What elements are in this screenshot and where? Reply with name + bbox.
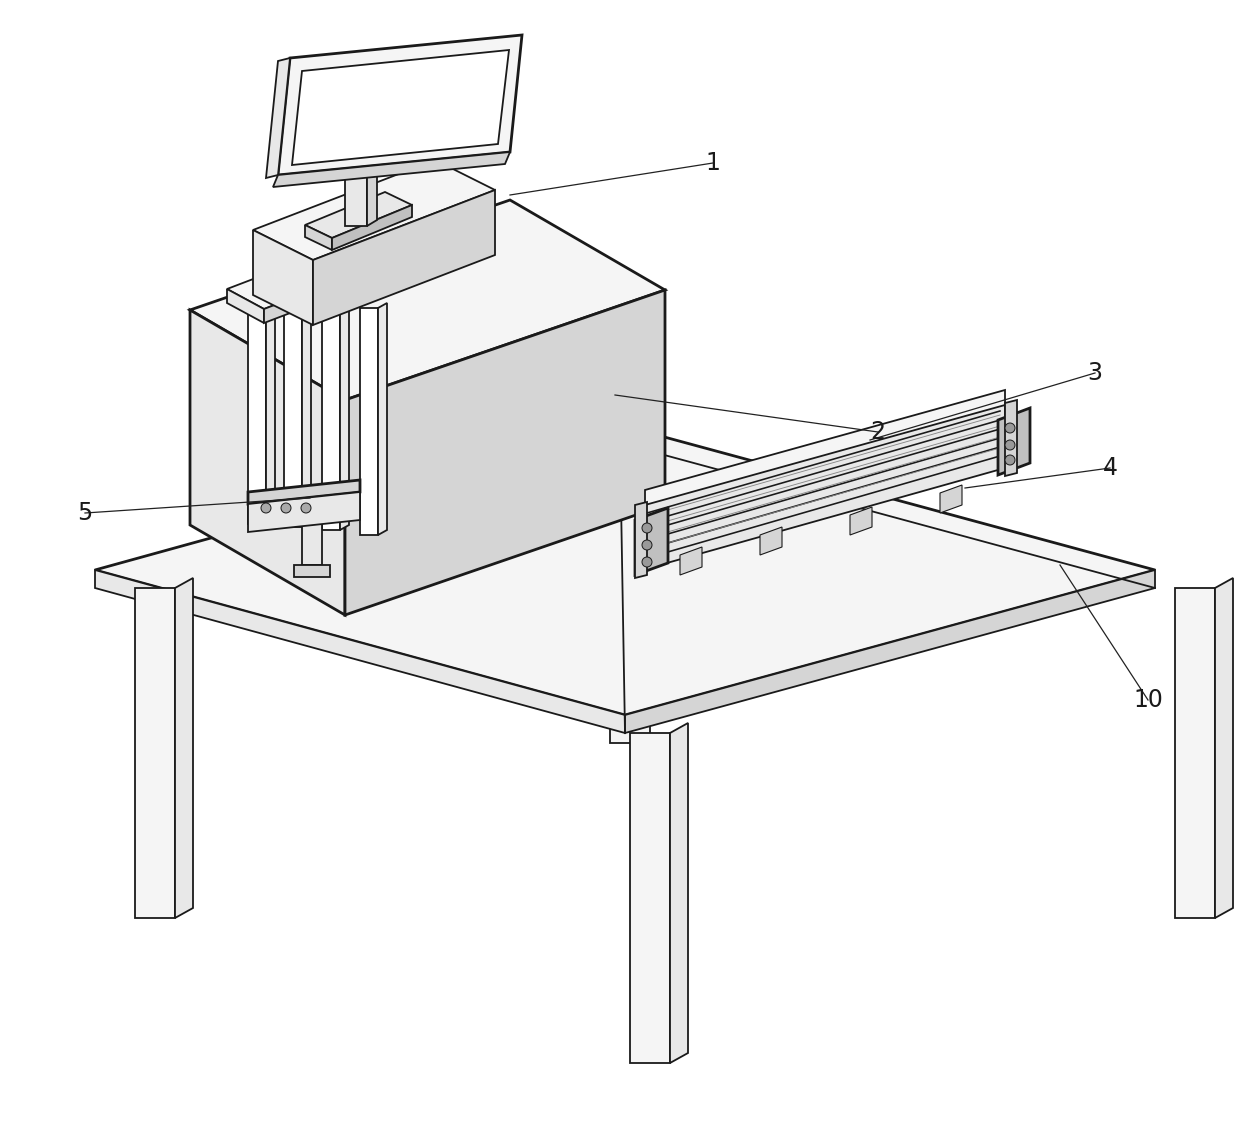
Polygon shape xyxy=(294,565,330,576)
Polygon shape xyxy=(760,527,782,555)
Polygon shape xyxy=(264,222,492,323)
Polygon shape xyxy=(635,508,668,575)
Polygon shape xyxy=(95,570,625,733)
Polygon shape xyxy=(849,507,872,535)
Polygon shape xyxy=(360,308,378,535)
Polygon shape xyxy=(322,303,340,529)
Polygon shape xyxy=(273,152,510,187)
Polygon shape xyxy=(190,201,665,400)
Polygon shape xyxy=(248,295,267,524)
Polygon shape xyxy=(998,408,1030,474)
Polygon shape xyxy=(305,225,332,250)
Polygon shape xyxy=(680,547,702,575)
Polygon shape xyxy=(345,290,665,615)
Circle shape xyxy=(642,540,652,550)
Polygon shape xyxy=(332,205,412,250)
Polygon shape xyxy=(378,303,387,535)
Polygon shape xyxy=(345,175,367,226)
Polygon shape xyxy=(175,578,193,918)
Polygon shape xyxy=(610,444,650,743)
Circle shape xyxy=(301,503,311,513)
Polygon shape xyxy=(303,293,311,527)
Polygon shape xyxy=(95,425,1154,715)
Text: 2: 2 xyxy=(870,419,885,444)
Polygon shape xyxy=(248,492,360,532)
Polygon shape xyxy=(312,190,495,325)
Text: 3: 3 xyxy=(1087,361,1102,385)
Polygon shape xyxy=(630,733,670,1063)
Circle shape xyxy=(281,503,291,513)
Circle shape xyxy=(260,503,272,513)
Polygon shape xyxy=(645,390,1004,505)
Text: 5: 5 xyxy=(77,501,93,525)
Polygon shape xyxy=(340,297,348,529)
Polygon shape xyxy=(248,480,360,504)
Polygon shape xyxy=(635,502,647,578)
Circle shape xyxy=(642,523,652,533)
Polygon shape xyxy=(625,570,1154,733)
Polygon shape xyxy=(284,298,303,527)
Polygon shape xyxy=(303,520,322,565)
Polygon shape xyxy=(267,290,275,524)
Circle shape xyxy=(642,557,652,567)
Polygon shape xyxy=(305,193,412,238)
Text: 10: 10 xyxy=(1133,688,1163,712)
Text: 1: 1 xyxy=(706,151,720,175)
Circle shape xyxy=(1004,423,1016,433)
Polygon shape xyxy=(267,58,290,178)
Polygon shape xyxy=(253,160,495,260)
Polygon shape xyxy=(291,50,508,165)
Polygon shape xyxy=(670,723,688,1063)
Polygon shape xyxy=(1215,578,1233,918)
Text: 4: 4 xyxy=(1102,456,1117,480)
Polygon shape xyxy=(278,36,522,175)
Polygon shape xyxy=(253,230,312,325)
Polygon shape xyxy=(227,289,264,323)
Polygon shape xyxy=(135,588,175,918)
Polygon shape xyxy=(367,168,377,226)
Polygon shape xyxy=(1176,588,1215,918)
Polygon shape xyxy=(940,485,962,513)
Polygon shape xyxy=(190,311,345,615)
Circle shape xyxy=(1004,440,1016,450)
Polygon shape xyxy=(1004,400,1017,476)
Circle shape xyxy=(1004,455,1016,465)
Polygon shape xyxy=(642,403,1004,570)
Polygon shape xyxy=(227,202,492,309)
